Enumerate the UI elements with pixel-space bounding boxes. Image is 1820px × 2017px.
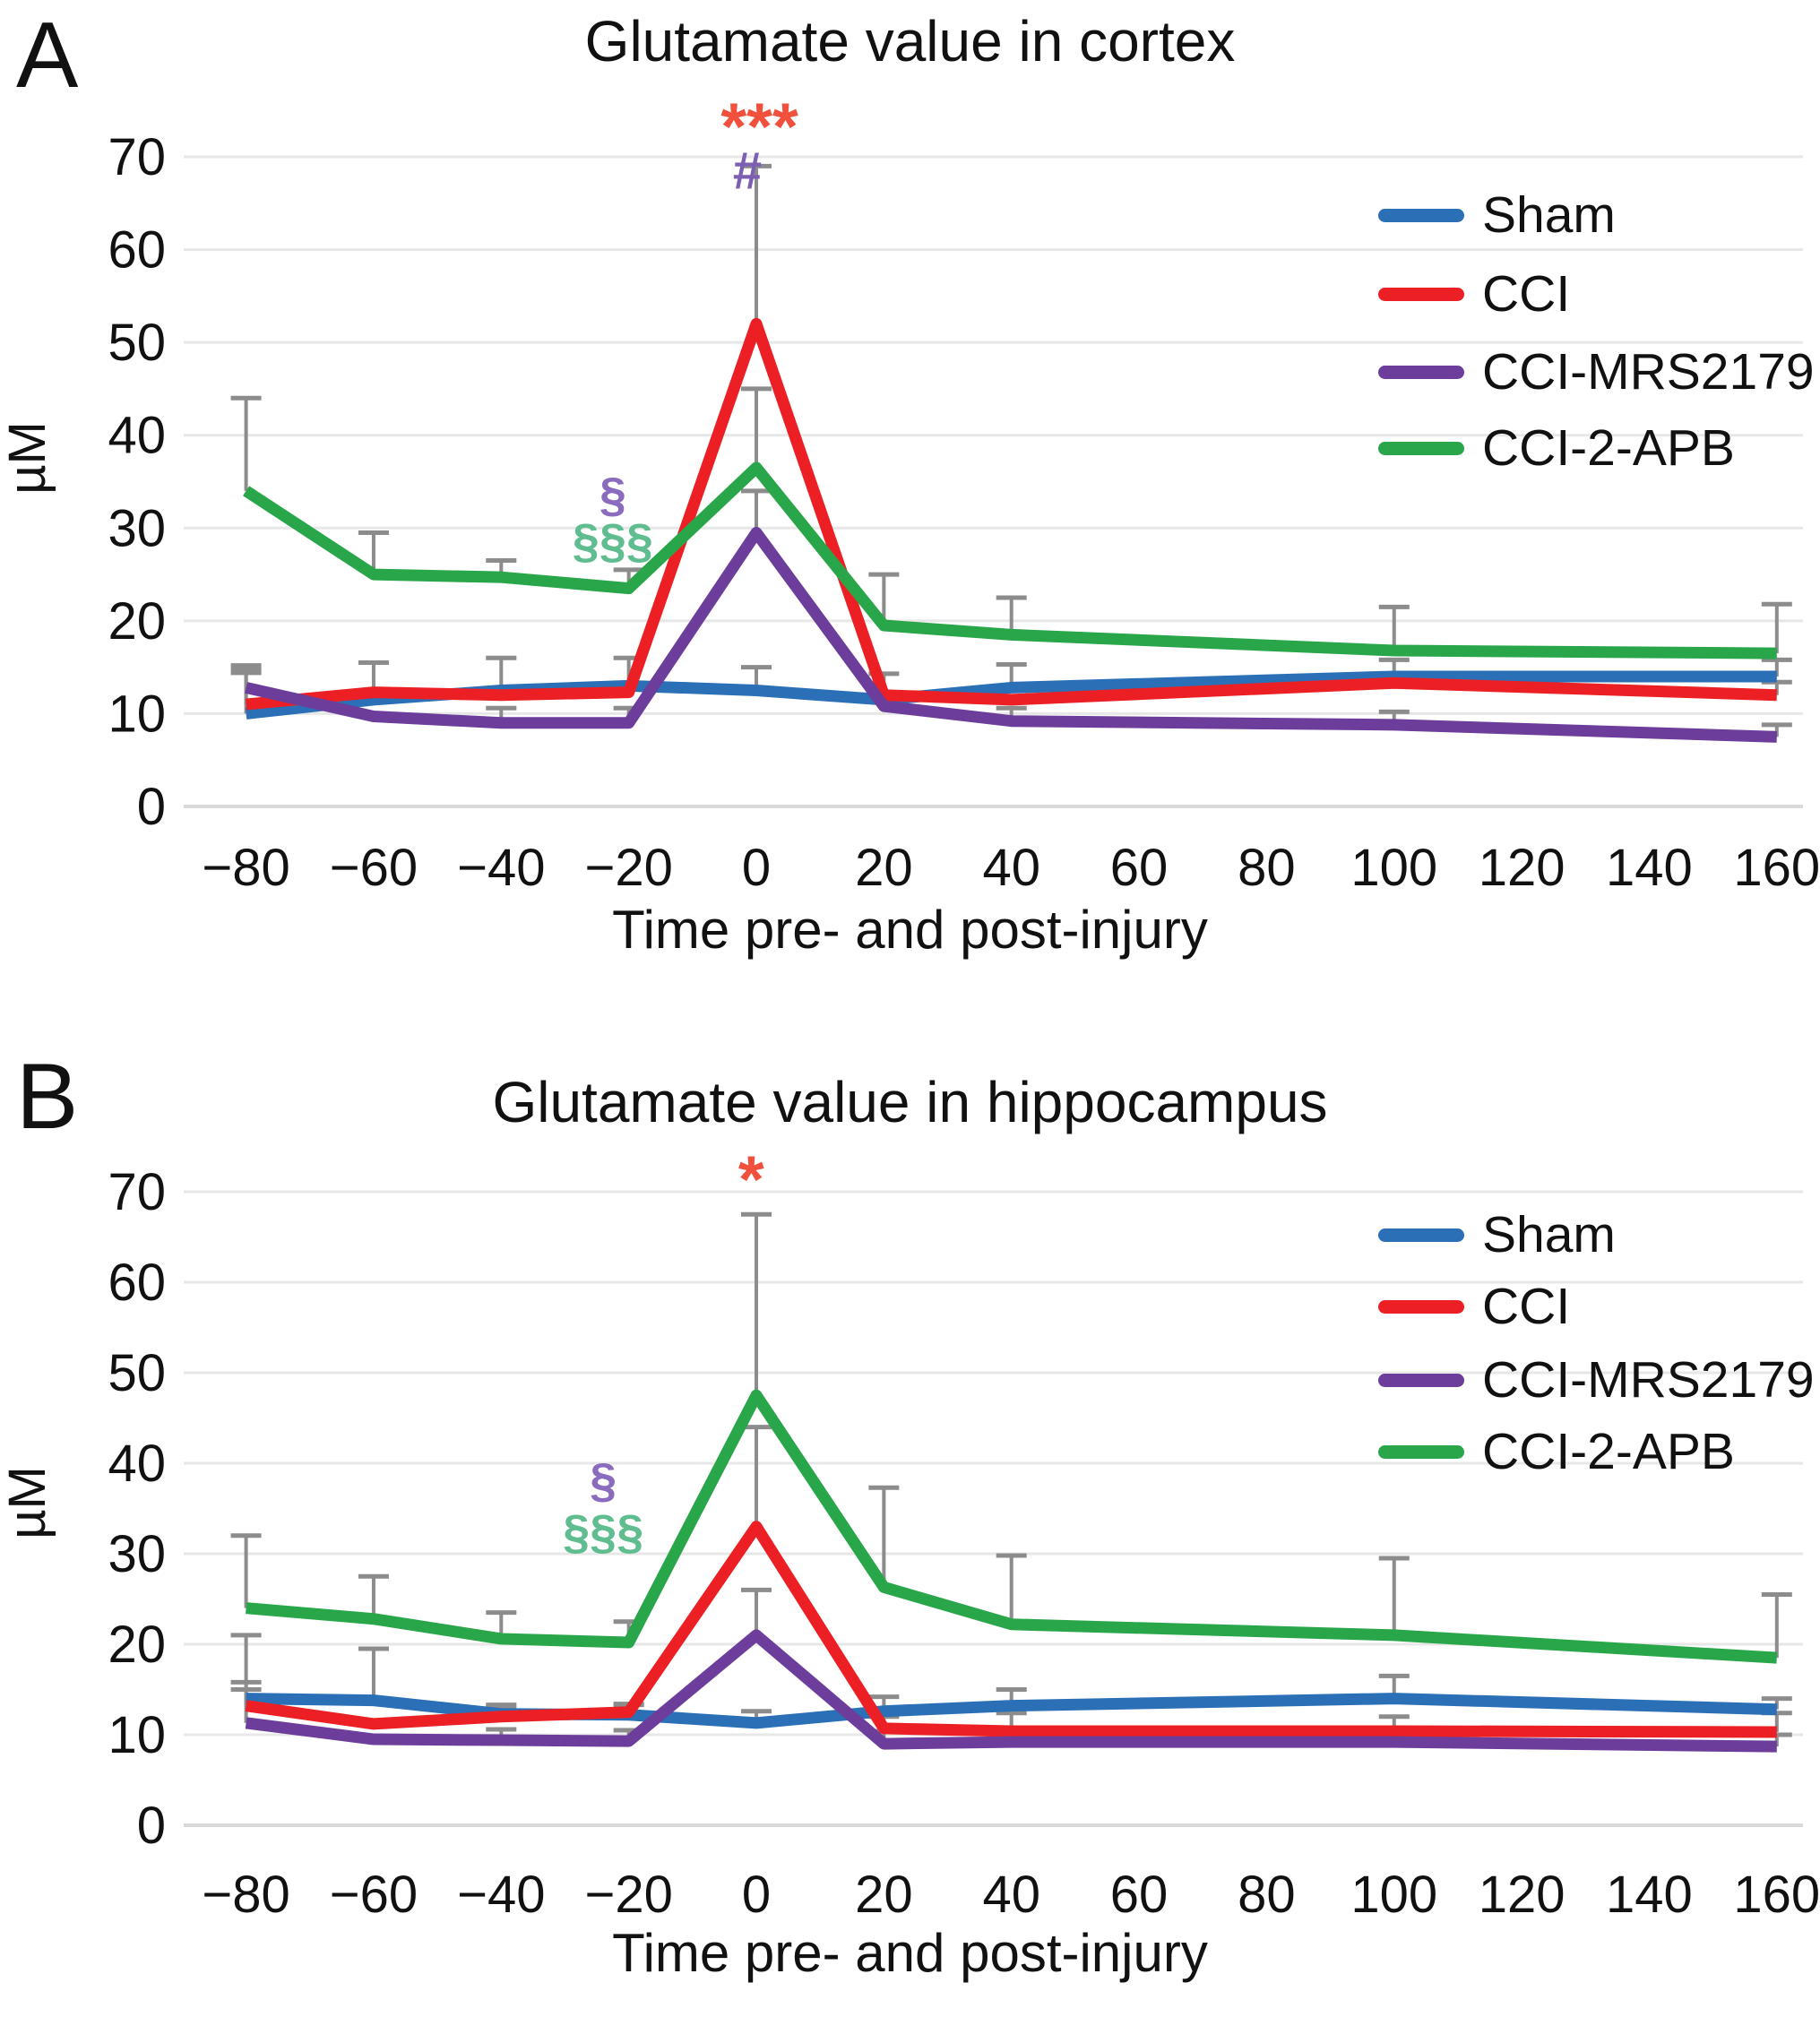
legend-entry-sham: Sham bbox=[1378, 188, 1616, 242]
svg-text:40: 40 bbox=[982, 839, 1040, 897]
legend-swatch-cci-mrs2179 bbox=[1378, 365, 1464, 379]
legend-label-cci: CCI bbox=[1482, 1277, 1571, 1335]
series-line-cci-panel-a bbox=[245, 317, 1778, 711]
legend-label-cci-mrs2179: CCI-MRS2179 bbox=[1482, 342, 1815, 401]
svg-text:20: 20 bbox=[855, 839, 913, 897]
svg-text:20: 20 bbox=[108, 1616, 166, 1674]
legend-swatch-cci-2-apb bbox=[1378, 441, 1464, 455]
legend-entry-cci: CCI bbox=[1378, 267, 1570, 321]
legend-swatch-cci-2-apb bbox=[1378, 1444, 1464, 1459]
legend-label-cci: CCI bbox=[1482, 264, 1571, 323]
svg-text:0: 0 bbox=[137, 778, 166, 836]
svg-text:§§§: §§§ bbox=[563, 1505, 643, 1559]
svg-text:60: 60 bbox=[108, 1254, 166, 1312]
svg-text:70: 70 bbox=[108, 1163, 166, 1221]
svg-text:10: 10 bbox=[108, 1706, 166, 1764]
svg-text:−20: −20 bbox=[584, 1866, 672, 1924]
panel-b-y-axis-title: µM bbox=[0, 1466, 56, 1539]
legend-entry-sham-b: Sham bbox=[1378, 1208, 1616, 1262]
svg-text:0: 0 bbox=[137, 1797, 166, 1855]
annotations-panel-a: ***# §§§§ bbox=[573, 89, 798, 568]
svg-text:40: 40 bbox=[982, 1866, 1040, 1924]
svg-text:§: § bbox=[599, 468, 626, 521]
svg-text:100: 100 bbox=[1350, 839, 1437, 897]
legend-entry-cci-mrs2179-b: CCI-MRS2179 bbox=[1378, 1353, 1815, 1407]
svg-text:§: § bbox=[590, 1454, 617, 1508]
legend-entry-cci-b: CCI bbox=[1378, 1280, 1570, 1333]
svg-text:§§§: §§§ bbox=[573, 514, 653, 568]
svg-text:40: 40 bbox=[108, 1435, 166, 1493]
svg-text:−80: −80 bbox=[202, 1866, 289, 1924]
svg-text:−80: −80 bbox=[202, 839, 289, 897]
svg-text:30: 30 bbox=[108, 1525, 166, 1583]
svg-text:120: 120 bbox=[1479, 839, 1566, 897]
svg-text:30: 30 bbox=[108, 499, 166, 557]
svg-text:10: 10 bbox=[108, 685, 166, 743]
legend-swatch-cci bbox=[1378, 1299, 1464, 1314]
error-bars-cci-2-apb-panel-b bbox=[230, 1211, 1792, 1659]
svg-text:160: 160 bbox=[1733, 839, 1820, 897]
gridlines-panel-a: 0 10 20 30 40 50 60 70 bbox=[108, 128, 1803, 836]
panel-a-x-axis-title: Time pre- and post-injury bbox=[612, 900, 1208, 960]
series-line-cci-panel-b bbox=[245, 1521, 1777, 1738]
x-tick-labels-panel-a: −80 −60 −40 −20 0 20 40 60 80 100 120 140 160 bbox=[202, 839, 1820, 897]
legend-swatch-cci-mrs2179 bbox=[1378, 1373, 1464, 1387]
panel-a-letter: A bbox=[16, 4, 79, 108]
svg-text:20: 20 bbox=[108, 592, 166, 651]
svg-text:60: 60 bbox=[1110, 1866, 1169, 1924]
svg-text:0: 0 bbox=[742, 839, 771, 897]
svg-text:40: 40 bbox=[108, 407, 166, 465]
svg-text:20: 20 bbox=[855, 1866, 913, 1924]
x-tick-labels-panel-b: −80 −60 −40 −20 0 20 40 60 80 100 120 140 160 bbox=[202, 1866, 1820, 1924]
svg-text:*: * bbox=[738, 1142, 764, 1216]
legend-label-sham: Sham bbox=[1482, 1205, 1616, 1263]
legend-entry-cci-2-apb-b: CCI-2-APB bbox=[1378, 1425, 1735, 1478]
svg-text:−20: −20 bbox=[584, 839, 672, 897]
svg-text:***: *** bbox=[720, 89, 798, 163]
svg-text:−40: −40 bbox=[457, 1866, 545, 1924]
svg-text:80: 80 bbox=[1238, 1866, 1296, 1924]
legend-swatch-sham bbox=[1378, 208, 1464, 222]
legend-label-cci-2-apb: CCI-2-APB bbox=[1482, 1422, 1735, 1480]
legend-label-cci-mrs2179: CCI-MRS2179 bbox=[1482, 1350, 1815, 1409]
panel-a-y-axis-title: µM bbox=[0, 421, 56, 495]
legend-entry-cci-mrs2179: CCI-MRS2179 bbox=[1378, 345, 1815, 399]
legend-label-cci-2-apb: CCI-2-APB bbox=[1482, 418, 1735, 477]
svg-text:#: # bbox=[733, 142, 762, 200]
panel-b-title: Glutamate value in hippocampus bbox=[492, 1070, 1328, 1134]
svg-text:140: 140 bbox=[1606, 1866, 1693, 1924]
gridlines-panel-b: 0 10 20 30 40 50 60 70 bbox=[108, 1163, 1803, 1855]
legend-swatch-sham bbox=[1378, 1228, 1464, 1242]
svg-text:−60: −60 bbox=[330, 1866, 418, 1924]
svg-text:70: 70 bbox=[108, 128, 166, 186]
svg-text:50: 50 bbox=[108, 1344, 166, 1402]
svg-text:100: 100 bbox=[1350, 1866, 1437, 1924]
svg-text:−40: −40 bbox=[457, 839, 545, 897]
legend-entry-cci-2-apb: CCI-2-APB bbox=[1378, 421, 1735, 475]
svg-text:160: 160 bbox=[1733, 1866, 1820, 1924]
svg-text:50: 50 bbox=[108, 314, 166, 372]
svg-text:80: 80 bbox=[1238, 839, 1296, 897]
panel-b-letter: B bbox=[16, 1045, 79, 1149]
svg-text:140: 140 bbox=[1606, 839, 1693, 897]
svg-text:−60: −60 bbox=[330, 839, 418, 897]
panel-b-x-axis-title: Time pre- and post-injury bbox=[612, 1923, 1208, 1983]
legend-swatch-cci bbox=[1378, 287, 1464, 301]
series-line-cci-mrs2179-panel-b bbox=[245, 1629, 1777, 1753]
legend-label-sham: Sham bbox=[1482, 185, 1616, 244]
series-line-cci-mrs2179-panel-a bbox=[245, 526, 1778, 743]
annotations-panel-b: * §§§§ bbox=[563, 1142, 764, 1559]
series-line-sham-panel-b bbox=[246, 1693, 1777, 1729]
series-line-cci-2-apb-panel-b bbox=[246, 1389, 1778, 1664]
series-line-cci-2-apb-panel-a bbox=[243, 461, 1777, 659]
svg-text:120: 120 bbox=[1479, 1866, 1566, 1924]
svg-text:0: 0 bbox=[742, 1866, 771, 1924]
svg-text:60: 60 bbox=[108, 221, 166, 280]
svg-text:60: 60 bbox=[1110, 839, 1169, 897]
panel-a-title: Glutamate value in cortex bbox=[584, 9, 1236, 73]
